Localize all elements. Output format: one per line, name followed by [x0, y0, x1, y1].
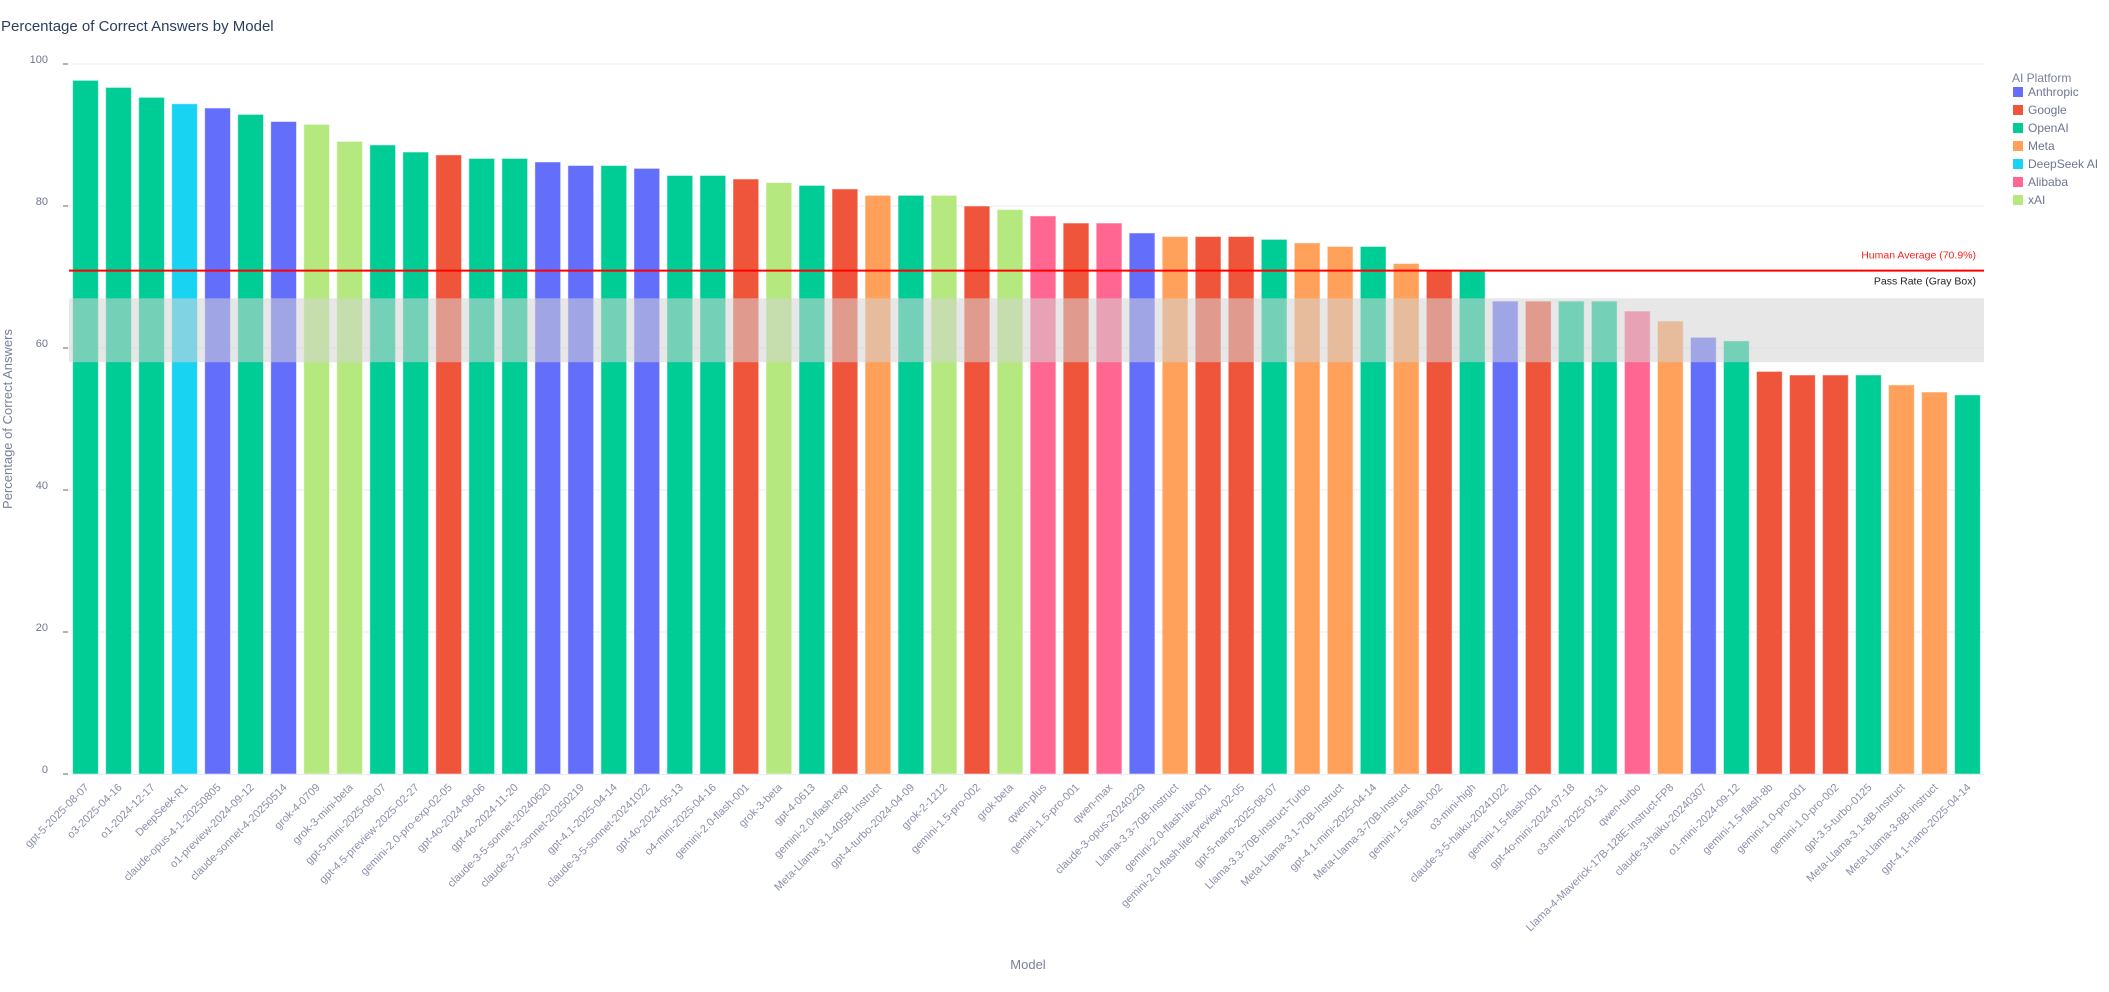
bar [402, 151, 430, 775]
bar [171, 103, 198, 775]
bar [1590, 300, 1618, 775]
bar [1855, 374, 1882, 775]
bar [1888, 384, 1915, 775]
bar [501, 157, 529, 775]
y-tick-label: 20 [36, 622, 48, 634]
legend-item[interactable]: xAI [2028, 193, 2045, 207]
y-axis-ticks: 0 20 40 60 80 100 [30, 54, 68, 776]
y-tick-label: 0 [42, 764, 48, 776]
bar [1822, 374, 1849, 775]
bar [1921, 391, 1948, 775]
chart-title: Percentage of Correct Answers by Model [1, 18, 274, 35]
legend-item[interactable]: Anthropic [2028, 85, 2079, 99]
bar [1689, 336, 1717, 775]
bar [204, 107, 231, 775]
y-tick-label: 40 [36, 480, 48, 492]
x-axis-title: Model [1010, 957, 1046, 972]
bars [72, 79, 1981, 775]
bar [864, 194, 892, 775]
x-axis-tick-labels: gpt-5-2025-08-07o3-2025-04-16o1-2024-12-… [23, 781, 1974, 934]
bar [633, 167, 661, 775]
bar [1557, 300, 1585, 775]
bar [1756, 370, 1783, 775]
bar [798, 184, 826, 775]
pass-rate-label: Pass Rate (Gray Box) [1874, 275, 1976, 287]
bar [270, 121, 297, 775]
bar [237, 113, 264, 775]
x-tick-label: gemini-2.0-flash-lite-preview-02-05 [1119, 782, 1247, 910]
legend-swatch [2013, 141, 2023, 151]
bar [72, 79, 99, 775]
bar [1789, 374, 1816, 775]
bar [534, 161, 562, 775]
bar [1524, 300, 1552, 775]
bar [1656, 320, 1684, 775]
bar [996, 209, 1024, 775]
bar [435, 154, 463, 775]
legend: AI Platform Anthropic Google OpenAI Meta Dee… [2012, 71, 2098, 207]
bar [369, 144, 397, 775]
bar [897, 194, 925, 775]
bar [930, 194, 958, 775]
legend-swatch [2013, 105, 2023, 115]
y-tick-label: 80 [36, 196, 48, 208]
bar [831, 188, 859, 775]
legend-swatch [2013, 123, 2023, 133]
x-tick-label: grok-3-mini-beta [291, 781, 357, 847]
bar [1623, 310, 1651, 775]
bar [336, 140, 364, 775]
legend-item[interactable]: OpenAI [2028, 121, 2069, 135]
y-axis-title: Percentage of Correct Answers [0, 329, 15, 509]
bar [1722, 340, 1750, 775]
legend-swatch [2013, 177, 2023, 187]
legend-swatch [2013, 87, 2023, 97]
legend-item[interactable]: DeepSeek AI [2028, 157, 2098, 171]
legend-swatch [2013, 159, 2023, 169]
bar [303, 123, 330, 775]
bar [765, 182, 793, 775]
bar [138, 96, 165, 775]
bar [1954, 394, 1981, 775]
human-average-label: Human Average (70.9%) [1861, 250, 1976, 262]
legend-item[interactable]: Google [2028, 103, 2067, 117]
legend-item[interactable]: Alibaba [2028, 175, 2068, 189]
y-tick-label: 100 [30, 54, 48, 66]
bar [468, 157, 496, 775]
bar [567, 165, 595, 775]
bar [105, 86, 132, 775]
legend-item[interactable]: Meta [2028, 139, 2055, 153]
y-tick-label: 60 [36, 338, 48, 350]
pass-rate-band [69, 298, 1984, 363]
bar [666, 174, 694, 775]
bar [600, 165, 628, 775]
bar [963, 205, 991, 775]
legend-title: AI Platform [2012, 71, 2071, 85]
bar [732, 178, 760, 775]
legend-swatch [2013, 195, 2023, 205]
bar [1491, 300, 1519, 775]
bar [699, 174, 727, 775]
